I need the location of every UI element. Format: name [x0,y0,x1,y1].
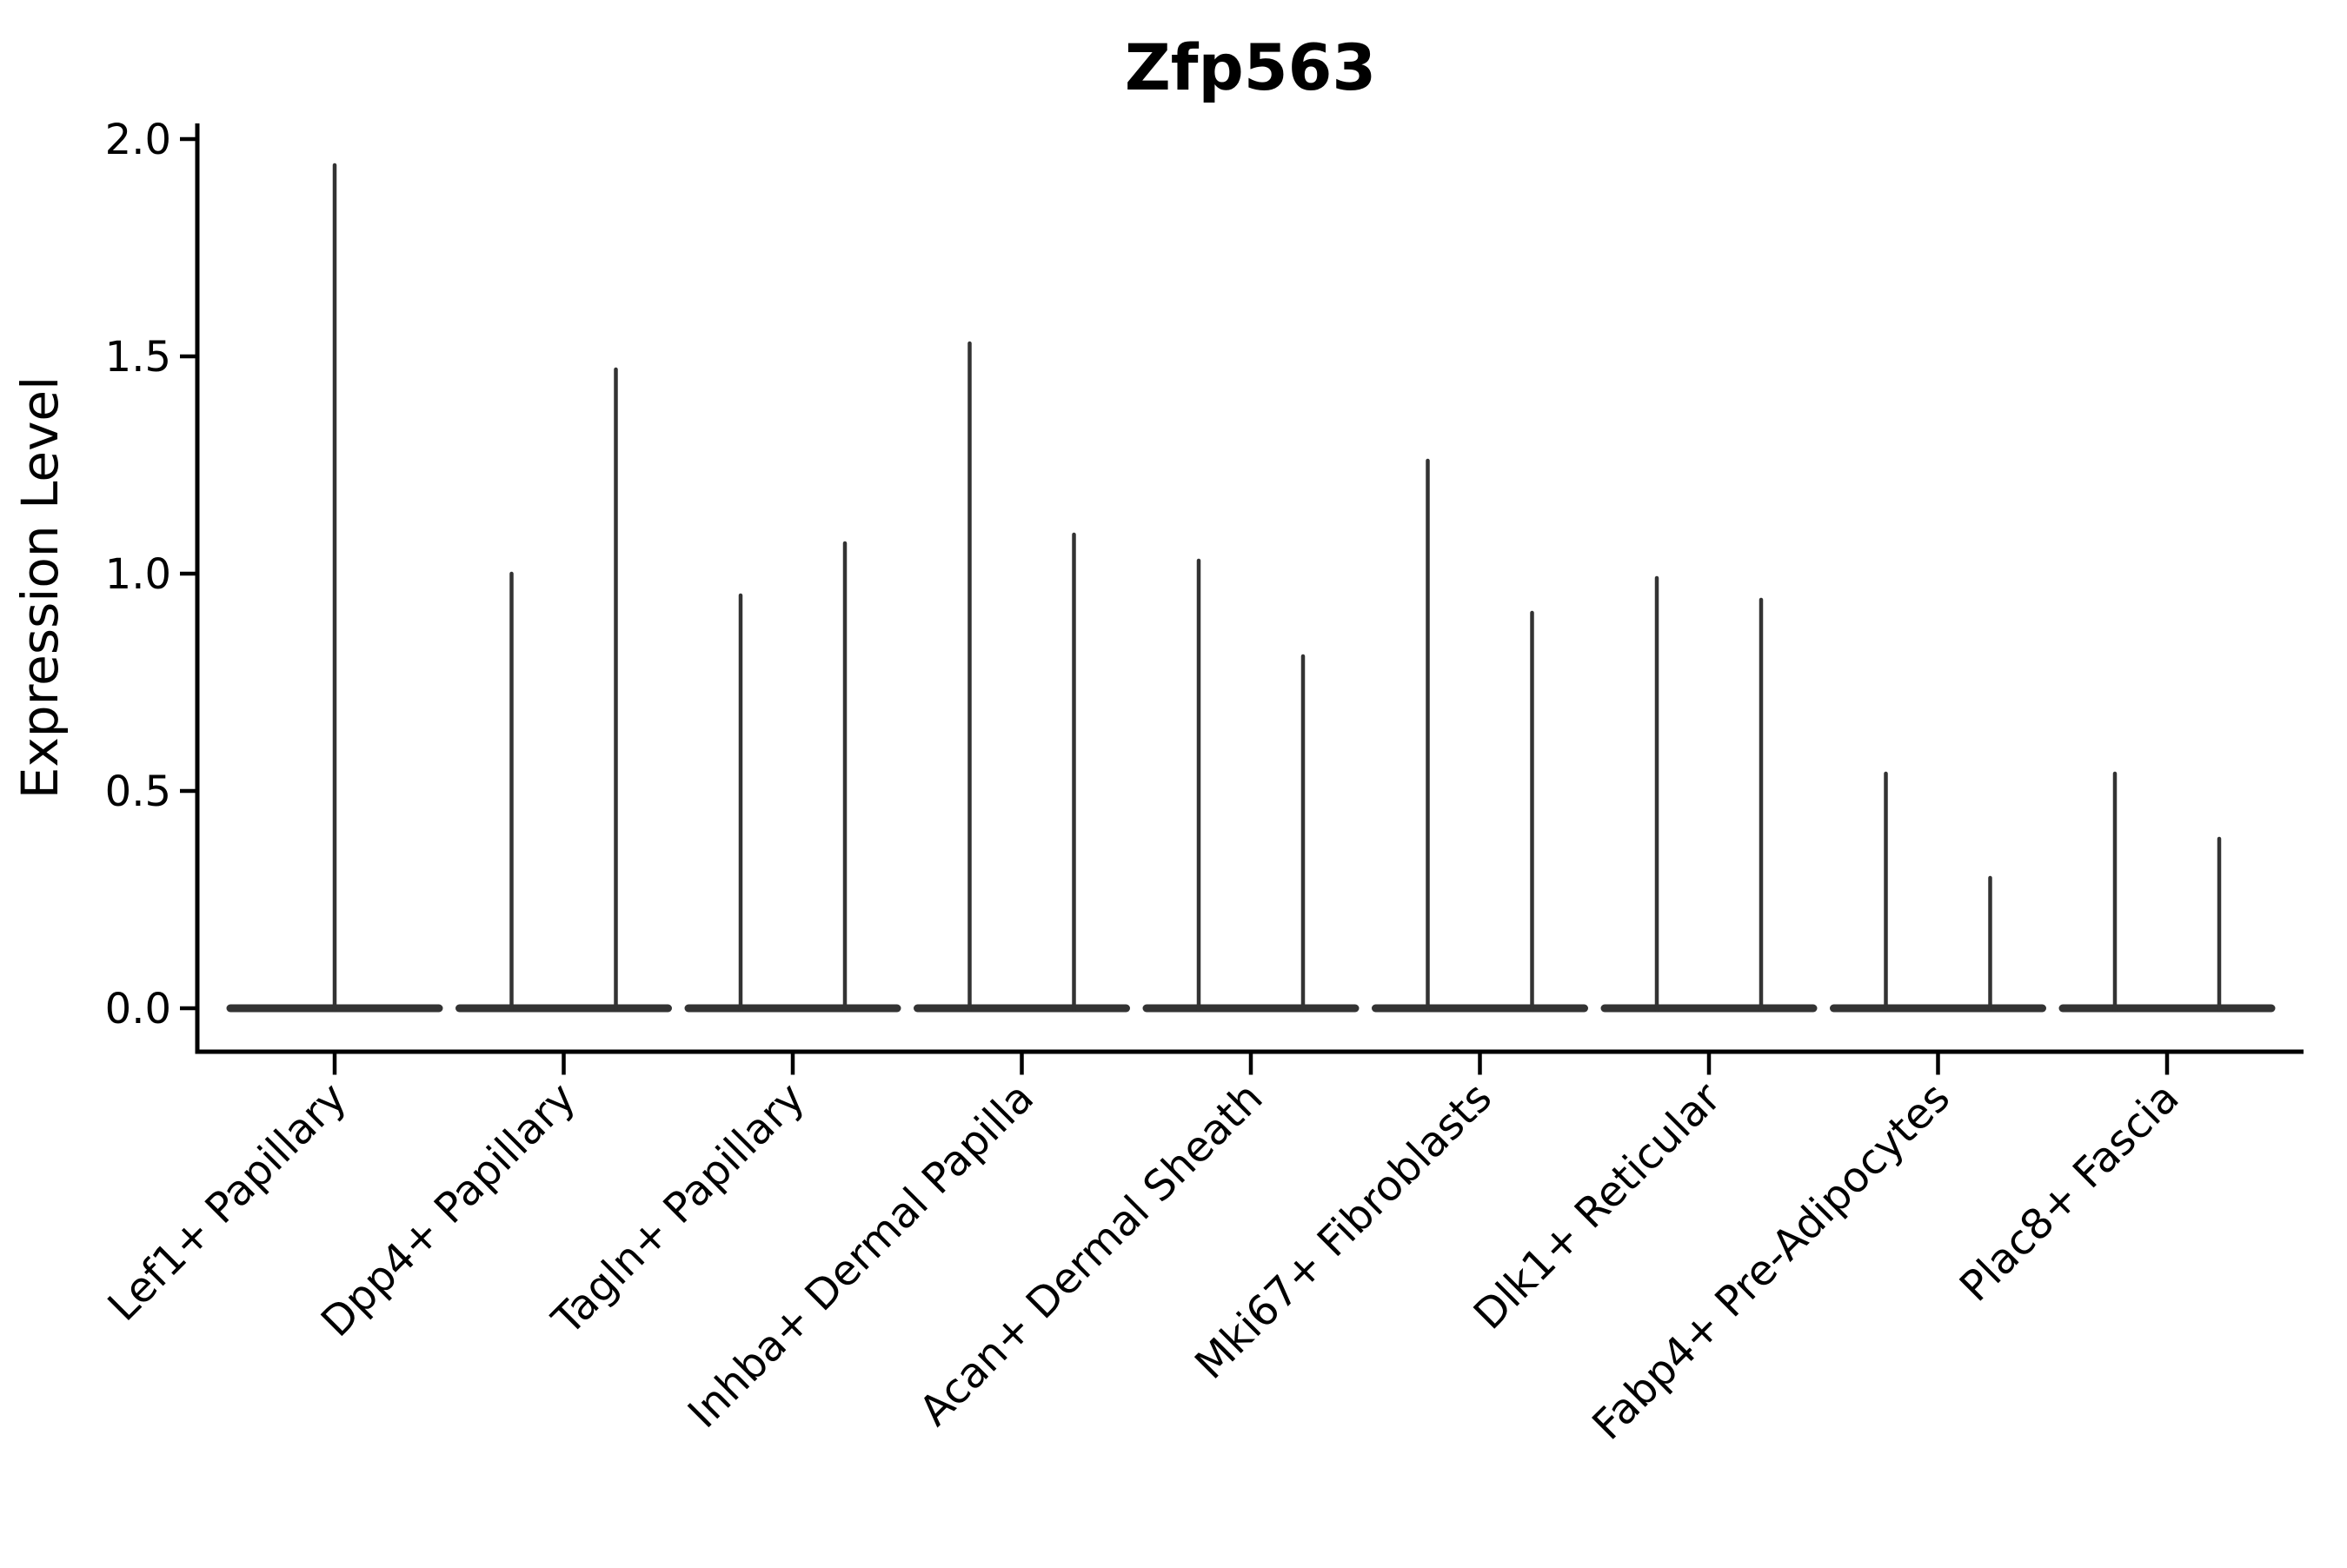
y-tick-label: 1.0 [105,550,171,599]
x-tick-label: Dlk1+ Reticular [1465,1073,1731,1339]
chart-title: Zfp563 [1125,31,1376,105]
y-tick-label: 2.0 [105,116,171,164]
x-tick-label: Plac8+ Fascia [1951,1073,2189,1312]
x-tick-label: Tagln+ Papillary [542,1073,814,1345]
y-tick-label: 0.5 [105,767,171,816]
y-tick-label: 0.0 [105,985,171,1033]
y-axis-label: Expression Level [10,376,70,799]
y-tick-label: 1.5 [105,333,171,382]
x-tick-label: Lef1+ Papillary [99,1073,356,1331]
x-tick-label: Dpp4+ Papillary [312,1073,585,1346]
